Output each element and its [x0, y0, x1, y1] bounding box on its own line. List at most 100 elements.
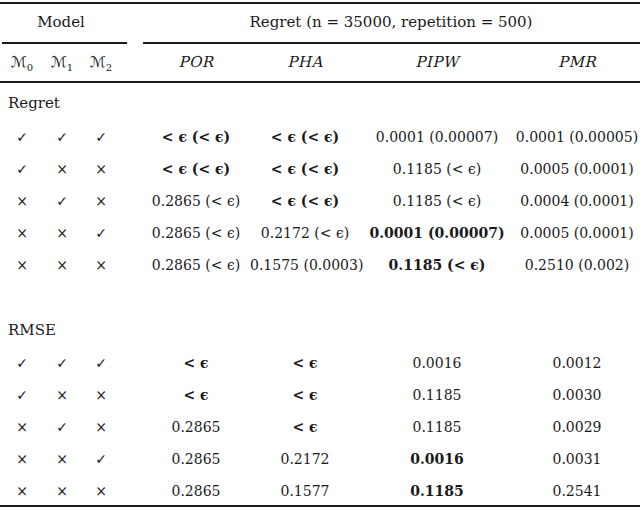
m0-subscript: 0: [27, 62, 33, 73]
check-icon: ✓: [0, 129, 44, 145]
value-cell: 0.0030: [514, 387, 640, 403]
cross-icon: ×: [44, 387, 80, 403]
value-cell: 0.0001 (0.00005): [514, 129, 640, 145]
cross-icon: ×: [0, 419, 44, 435]
value-cell: < ϵ: [250, 355, 360, 371]
value-cell: 0.2865 (< ϵ): [142, 257, 250, 273]
value-cell: 0.0004 (0.0001): [514, 193, 640, 209]
m2-subscript: 2: [106, 62, 112, 73]
value-cell: 0.1185: [360, 387, 514, 403]
value-cell: 0.0031: [514, 451, 640, 467]
check-icon: ✓: [0, 161, 44, 177]
value-cell: 0.1185 (< ϵ): [360, 161, 514, 177]
value-cell: 0.1577: [250, 483, 360, 499]
value-cell: 0.2541: [514, 483, 640, 499]
m1-symbol: ℳ: [51, 53, 67, 71]
check-icon: ✓: [44, 129, 80, 145]
value-cell: < ϵ (< ϵ): [250, 129, 360, 145]
cross-icon: ×: [44, 225, 80, 241]
value-cell: 0.2865: [142, 483, 250, 499]
value-cell: < ϵ: [250, 419, 360, 435]
cross-icon: ×: [80, 419, 122, 435]
value-cell: 0.1185 (< ϵ): [360, 193, 514, 209]
value-cell: 0.2510 (0.002): [514, 257, 640, 273]
cross-icon: ×: [44, 451, 80, 467]
value-cell: 0.2865: [142, 419, 250, 435]
value-cell: < ϵ (< ϵ): [142, 129, 250, 145]
value-cell: 0.0029: [514, 419, 640, 435]
cross-icon: ×: [80, 193, 122, 209]
table-row: ×✓× 0.2865 (< ϵ)< ϵ (< ϵ)0.1185 (< ϵ)0.00…: [0, 185, 640, 217]
value-cell: 0.2172: [250, 451, 360, 467]
m2-symbol: ℳ: [90, 53, 106, 71]
cross-icon: ×: [44, 257, 80, 273]
m0-symbol: ℳ: [11, 53, 27, 71]
column-header-pmr: PMR: [514, 53, 640, 71]
value-cell: 0.0005 (0.0001): [514, 225, 640, 241]
column-header-pipw: PIPW: [360, 53, 514, 71]
cross-icon: ×: [44, 483, 80, 499]
group-header-row: Model Regret (n = 35000, repetition = 50…: [0, 6, 640, 38]
table-row: ✓✓✓< ϵ< ϵ0.00160.0012: [0, 347, 640, 379]
top-rule: [0, 2, 640, 4]
metric-group-underline: [143, 42, 640, 44]
paper-results-table: Model Regret (n = 35000, repetition = 50…: [0, 0, 640, 510]
column-header-m0: ℳ0: [0, 53, 44, 71]
value-cell: 0.0001 (0.00007): [360, 225, 514, 241]
model-group-header: Model: [0, 13, 122, 31]
cross-icon: ×: [80, 483, 122, 499]
cross-icon: ×: [44, 161, 80, 177]
column-header-m2: ℳ2: [80, 53, 122, 71]
check-icon: ✓: [0, 387, 44, 403]
table-row: ××✓0.28650.21720.00160.0031: [0, 443, 640, 475]
table-row: ×✓× 0.2865< ϵ0.11850.0029: [0, 411, 640, 443]
header-rule: [0, 81, 640, 83]
check-icon: ✓: [44, 193, 80, 209]
table-row: ✓××< ϵ< ϵ0.11850.0030: [0, 379, 640, 411]
value-cell: 0.1185: [360, 483, 514, 499]
value-cell: 0.0001 (0.00007): [360, 129, 514, 145]
table-row: ×××0.28650.15770.11850.2541: [0, 475, 640, 507]
value-cell: 0.0012: [514, 355, 640, 371]
check-icon: ✓: [80, 129, 122, 145]
cross-icon: ×: [0, 225, 44, 241]
value-cell: 0.2865: [142, 451, 250, 467]
table-row: ××✓0.2865 (< ϵ)0.2172 (< ϵ)0.0001 (0.000…: [0, 217, 640, 249]
value-cell: < ϵ: [142, 355, 250, 371]
m1-subscript: 1: [67, 62, 73, 73]
value-cell: < ϵ: [250, 387, 360, 403]
value-cell: 0.1575 (0.0003): [250, 257, 360, 273]
value-cell: < ϵ (< ϵ): [250, 161, 360, 177]
column-header-pha: PHA: [250, 53, 360, 71]
check-icon: ✓: [44, 355, 80, 371]
value-cell: 0.2172 (< ϵ): [250, 225, 360, 241]
value-cell: < ϵ: [142, 387, 250, 403]
cross-icon: ×: [80, 387, 122, 403]
check-icon: ✓: [80, 355, 122, 371]
cross-icon: ×: [0, 193, 44, 209]
check-icon: ✓: [80, 451, 122, 467]
column-header-row: ℳ0 ℳ1 ℳ2 POR PHA PIPW PMR: [0, 46, 640, 78]
table-row: ✓××< ϵ (< ϵ)< ϵ (< ϵ)0.1185 (< ϵ)0.0005 …: [0, 153, 640, 185]
value-cell: 0.1185: [360, 419, 514, 435]
cross-icon: ×: [80, 161, 122, 177]
cross-icon: ×: [0, 483, 44, 499]
section-label-regret: Regret: [8, 87, 60, 119]
value-cell: 0.0005 (0.0001): [514, 161, 640, 177]
cross-icon: ×: [0, 451, 44, 467]
value-cell: 0.0016: [360, 355, 514, 371]
cross-icon: ×: [80, 257, 122, 273]
table-row: ×××0.2865 (< ϵ)0.1575 (0.0003)0.1185 (< …: [0, 249, 640, 281]
check-icon: ✓: [80, 225, 122, 241]
column-header-m1: ℳ1: [44, 53, 80, 71]
value-cell: 0.2865 (< ϵ): [142, 193, 250, 209]
cross-icon: ×: [0, 257, 44, 273]
value-cell: < ϵ (< ϵ): [250, 193, 360, 209]
table-row: ✓✓✓< ϵ (< ϵ)< ϵ (< ϵ)0.0001 (0.00007)0.0…: [0, 121, 640, 153]
value-cell: 0.1185 (< ϵ): [360, 257, 514, 273]
check-icon: ✓: [0, 355, 44, 371]
section-label-rmse: RMSE: [8, 314, 56, 346]
column-header-por: POR: [142, 53, 250, 71]
check-icon: ✓: [44, 419, 80, 435]
value-cell: 0.0016: [360, 451, 514, 467]
